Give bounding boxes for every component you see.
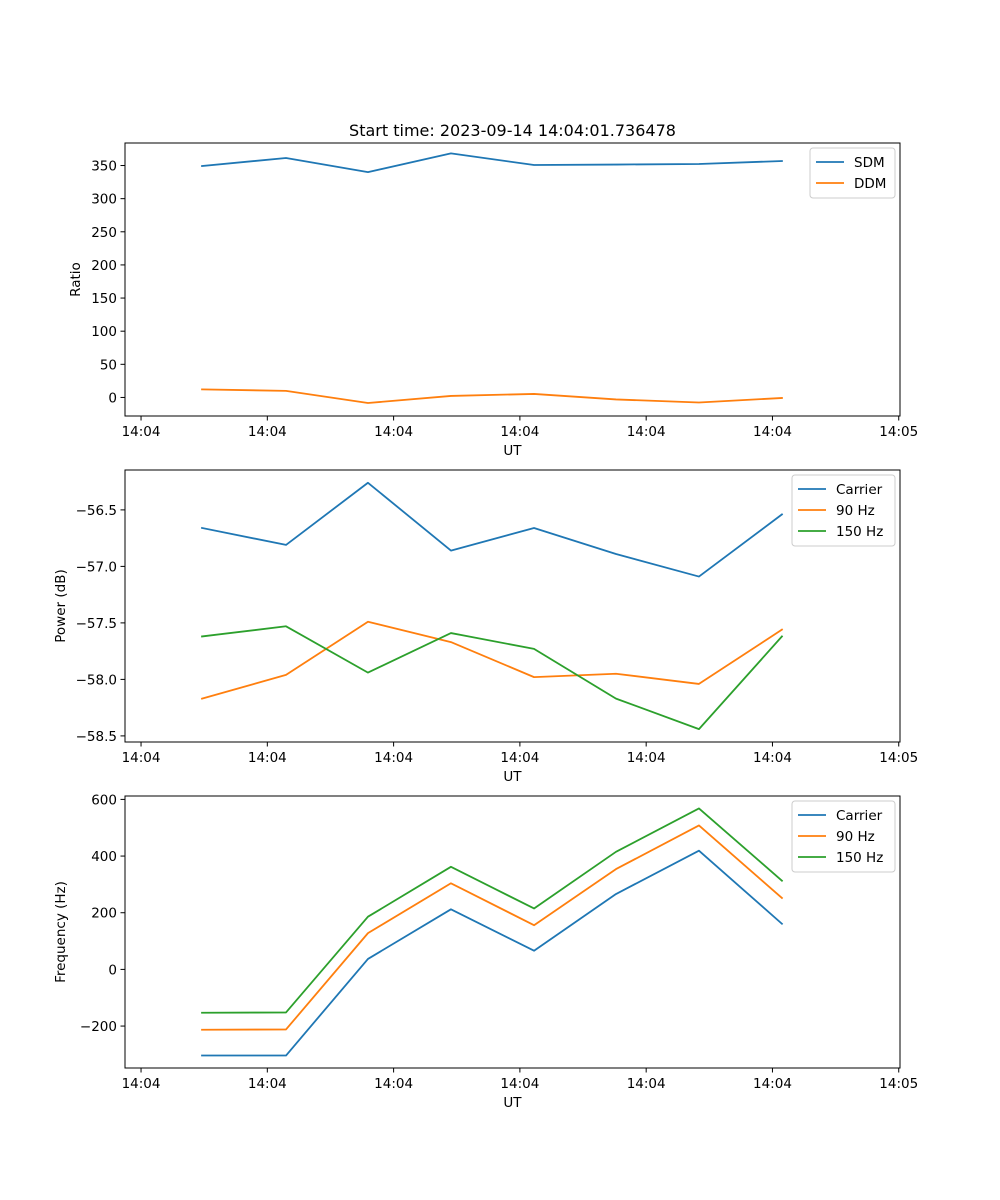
series-line-ddm	[201, 388, 783, 404]
y-tick-label: 100	[91, 324, 117, 340]
x-tick-label: 14:04	[500, 424, 539, 440]
legend: Carrier 90 Hz 150 Hz	[791, 800, 896, 873]
y-tick-label: 600	[91, 792, 117, 808]
legend-label: 150 Hz	[836, 524, 883, 540]
legend-box	[809, 147, 896, 199]
y-tick-label: 50	[100, 357, 117, 373]
x-tick-label: 14:05	[879, 750, 918, 766]
x-tick-label: 14:04	[248, 1076, 287, 1092]
x-tick-label: 14:04	[122, 424, 161, 440]
x-tick-label: 14:04	[122, 1076, 161, 1092]
x-axis-label: UT	[503, 1095, 522, 1111]
legend-label: Carrier	[836, 482, 883, 498]
y-tick-label: 400	[91, 849, 117, 865]
x-tick-label: 14:05	[879, 424, 918, 440]
y-axis-label: Power (dB)	[53, 569, 69, 642]
y-tick-label: −200	[80, 1019, 117, 1035]
series-line-150-hz	[201, 625, 784, 731]
series-line-carrier	[200, 481, 784, 578]
x-tick-label: 14:04	[753, 424, 792, 440]
x-tick-label: 14:04	[374, 424, 413, 440]
legend-label: 90 Hz	[836, 503, 875, 519]
y-axis-label: Frequency (Hz)	[53, 881, 69, 983]
legend: SDM DDM	[809, 147, 896, 199]
subplot-3: 14:04 14:04 14:04 14:04 14:04 14:04 14:05 −200 0…	[53, 792, 918, 1111]
y-tick-label: −56.5	[76, 503, 117, 519]
axes-frame	[124, 795, 901, 1069]
axes-frame	[124, 469, 901, 743]
x-axis-label: UT	[503, 443, 522, 459]
x-tick-label: 14:04	[753, 750, 792, 766]
y-tick-label: −57.5	[76, 616, 117, 632]
y-tick-label: 250	[91, 225, 117, 241]
x-tick-label: 14:05	[879, 1076, 918, 1092]
x-tick-label: 14:04	[753, 1076, 792, 1092]
y-tick-label: −58.5	[76, 729, 117, 745]
x-tick-label: 14:04	[500, 750, 539, 766]
legend-box	[791, 474, 896, 547]
legend-label: Carrier	[836, 808, 883, 824]
x-tick-label: 14:04	[122, 750, 161, 766]
x-tick-label: 14:04	[248, 424, 287, 440]
x-axis-label: UT	[503, 769, 522, 785]
subplot-2: 14:04 14:04 14:04 14:04 14:04 14:04 14:05 −58.5…	[53, 469, 918, 785]
y-tick-label: 0	[108, 390, 117, 406]
y-tick-label: 200	[91, 906, 117, 922]
x-tick-label: 14:04	[627, 1076, 666, 1092]
legend-label: 150 Hz	[836, 850, 883, 866]
figure-title: Start time: 2023-09-14 14:04:01.736478	[349, 121, 676, 140]
y-tick-label: 300	[91, 192, 117, 208]
legend-label: SDM	[854, 155, 885, 171]
y-tick-label: 0	[108, 962, 117, 978]
y-tick-label: 150	[91, 291, 117, 307]
axes-frame	[124, 142, 901, 417]
series-line-carrier	[201, 849, 784, 1057]
series-line-90-hz	[200, 620, 784, 700]
y-axis-label: Ratio	[68, 262, 84, 297]
legend-label: DDM	[854, 176, 886, 192]
x-tick-label: 14:04	[627, 750, 666, 766]
series-line-sdm	[201, 152, 783, 173]
series-line-90-hz	[201, 824, 784, 1031]
x-tick-label: 14:04	[374, 750, 413, 766]
legend-label: 90 Hz	[836, 829, 875, 845]
y-tick-label: −58.0	[76, 672, 117, 688]
legend: Carrier 90 Hz 150 Hz	[791, 474, 896, 547]
x-tick-label: 14:04	[248, 750, 287, 766]
y-tick-label: 200	[91, 258, 117, 274]
series-line-150-hz	[201, 807, 784, 1014]
legend-box	[791, 800, 896, 873]
x-tick-label: 14:04	[627, 424, 666, 440]
x-tick-label: 14:04	[374, 1076, 413, 1092]
y-tick-label: 350	[91, 159, 117, 175]
x-tick-label: 14:04	[500, 1076, 539, 1092]
subplot-1: 14:04 14:04 14:04 14:04 14:04 14:04 14:05 0 50 10…	[68, 142, 918, 459]
y-tick-label: −57.0	[76, 559, 117, 575]
